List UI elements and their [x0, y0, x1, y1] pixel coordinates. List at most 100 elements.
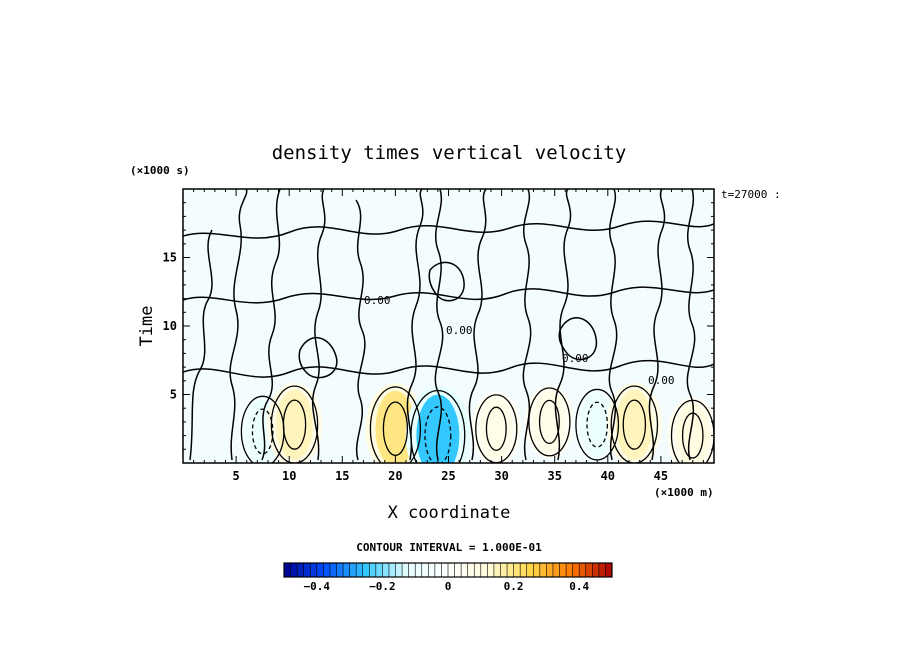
feature-contour — [538, 399, 560, 445]
colorbar-bin — [539, 563, 547, 577]
colorbar-tick-label: −0.2 — [369, 580, 396, 593]
colorbar-bin — [474, 563, 482, 577]
y-tick-label: 15 — [163, 251, 177, 265]
colorbar-bin — [526, 563, 534, 577]
colorbar-bin — [388, 563, 396, 577]
feature-contours — [240, 385, 714, 463]
contour-value-label: 0.00 — [648, 374, 675, 387]
shaded-region — [276, 389, 314, 460]
colorbar-tick-label: 0.4 — [569, 580, 589, 593]
colorbar-bin — [310, 563, 318, 577]
colorbar-bin — [343, 563, 350, 577]
x-axis-label: X coordinate — [388, 503, 511, 523]
contour-line — [261, 189, 281, 461]
feature-contour — [586, 401, 609, 448]
y-tick-label: 10 — [163, 319, 177, 333]
colorbar-bin — [605, 563, 613, 577]
colorbar-bin — [434, 563, 442, 577]
contour-line — [648, 189, 666, 461]
feature-contour — [251, 408, 274, 455]
contour-value-labels: 0.00 0.00 0.00 0.00 — [364, 294, 675, 387]
feature-contour — [369, 386, 422, 463]
contour-line — [355, 199, 366, 461]
contour-line — [406, 189, 424, 461]
x-tick-label: 35 — [547, 469, 561, 483]
feature-contour — [681, 412, 704, 459]
contour-line — [312, 189, 326, 461]
feature-contour — [270, 385, 319, 463]
contour-lines — [183, 189, 714, 461]
x-tick-label: 15 — [335, 469, 349, 483]
colorbar-bin — [375, 563, 383, 577]
contour-line — [183, 220, 714, 239]
chart-title: density times vertical velocity — [272, 142, 627, 164]
colorbar-bin — [572, 563, 580, 577]
y-unit-label: (×1000 s) — [130, 164, 190, 177]
contour-line — [298, 336, 338, 379]
colorbar-frame — [283, 562, 613, 578]
colorbar-bin — [546, 563, 554, 577]
contour-line — [686, 189, 696, 461]
colorbar-bin — [395, 563, 403, 577]
shaded-region — [532, 391, 566, 453]
x-tick-label: 40 — [601, 469, 615, 483]
feature-contour — [424, 406, 452, 463]
colorbar-bin — [382, 563, 390, 577]
x-tick-label: 30 — [494, 469, 508, 483]
contour-value-label: 0.00 — [446, 324, 473, 337]
contour-line — [522, 189, 532, 461]
colorbar-bin — [349, 563, 357, 577]
y-tick-label: 5 — [170, 388, 177, 402]
contour-line — [229, 189, 248, 461]
colorbar-bin — [316, 563, 324, 577]
colorbar-bin — [520, 563, 528, 577]
colorbar-bin — [533, 563, 541, 577]
contour-line — [183, 286, 714, 304]
colorbar-bin — [552, 563, 560, 577]
colorbar-bin — [356, 563, 364, 577]
colorbar-bin — [493, 563, 501, 577]
colorbar-bin — [428, 563, 436, 577]
colorbar-bin — [461, 563, 468, 577]
colorbar-bin — [323, 563, 331, 577]
colorbar-bin — [408, 563, 416, 577]
colorbar-bin — [303, 563, 311, 577]
colorbar-bin — [592, 563, 600, 577]
colorbar-bin — [507, 563, 514, 577]
colorbar-bin — [297, 563, 304, 577]
plot-area: 0.00 0.00 0.00 0.00 — [182, 188, 715, 464]
contour-value-label: 0.00 — [364, 294, 391, 307]
colorbar-tick-label: 0.2 — [504, 580, 524, 593]
colorbar-tick-label: −0.4 — [304, 580, 331, 593]
feature-contour — [410, 389, 466, 463]
feature-contour — [575, 388, 620, 461]
colorbar-bin — [415, 563, 423, 577]
contour-value-label: 0.00 — [562, 352, 589, 365]
feature-contour — [485, 406, 507, 451]
contour-line — [558, 317, 598, 361]
colorbar-bin — [579, 563, 587, 577]
colorbar-bin — [441, 563, 449, 577]
feature-contour — [610, 385, 659, 463]
x-tick-label: 20 — [388, 469, 402, 483]
y-axis-label: Time — [137, 306, 157, 347]
contour-line — [554, 189, 572, 461]
shaded-region — [615, 389, 653, 460]
shaded-region — [479, 397, 513, 460]
shaded-region — [580, 392, 615, 457]
feature-contour — [382, 401, 409, 456]
shaded-region — [416, 394, 460, 463]
x-tick-label: 5 — [232, 469, 239, 483]
colorbar-bin — [290, 563, 298, 577]
colorbar-bin — [598, 563, 606, 577]
colorbar-bin — [402, 563, 409, 577]
contour-line — [608, 189, 618, 461]
colorbar-bin — [284, 563, 291, 577]
x-tick-label: 45 — [654, 469, 668, 483]
colorbar-bin — [421, 563, 429, 577]
colorbar-bin — [487, 563, 495, 577]
feature-contour — [528, 387, 571, 457]
colorbar-bin — [448, 563, 455, 577]
feature-contour — [670, 399, 714, 463]
